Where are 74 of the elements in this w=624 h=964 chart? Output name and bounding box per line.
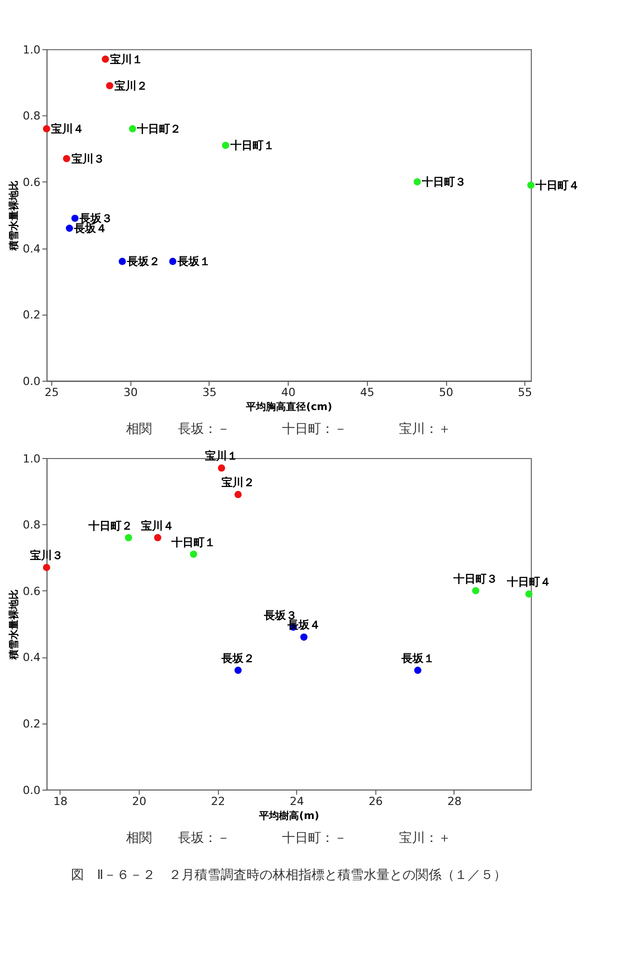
- point: [190, 550, 198, 558]
- point: [42, 125, 50, 132]
- y-axis-title: 積雪水量裸地比: [8, 589, 20, 660]
- x-tick-label: 20: [132, 794, 146, 808]
- point: [234, 490, 242, 498]
- y-tick-label: 0.4: [22, 242, 41, 256]
- y-tick-label: 0.8: [22, 110, 41, 123]
- annotation: 宝川２: [222, 476, 255, 490]
- point: [414, 178, 421, 186]
- x-tick-label: 30: [124, 386, 138, 400]
- annotation: 十日町２: [87, 519, 132, 532]
- y-tick-label: 0.2: [22, 718, 41, 731]
- y-tick-label: 0.4: [22, 651, 41, 664]
- annotation: 宝川４: [51, 122, 84, 136]
- y-tick-label: 1.0: [22, 452, 41, 466]
- x-tick-label: 26: [368, 794, 383, 808]
- x-tick-label: 55: [518, 386, 532, 400]
- point: [128, 125, 136, 132]
- point: [300, 634, 308, 641]
- x-tick-label: 45: [360, 386, 374, 400]
- y-tick-label: 0.8: [22, 518, 41, 532]
- y-tick-label: 0.6: [22, 176, 41, 190]
- annotation: 長坂１: [176, 255, 210, 268]
- point: [525, 590, 532, 598]
- x-tick-label: 18: [53, 794, 68, 808]
- point: [118, 258, 126, 266]
- annotation: 十日町４: [534, 178, 580, 192]
- point: [414, 666, 422, 674]
- x-tick-label: 22: [210, 794, 226, 808]
- y-axis-title: 積雪水量裸地比: [8, 180, 20, 252]
- x-tick-label: 24: [290, 794, 304, 808]
- annotation: 長坂２: [126, 255, 160, 268]
- text: 相関 長坂：－ 十日町：－ 宝川：＋: [126, 420, 452, 437]
- x-tick-label: 25: [44, 386, 59, 400]
- y-tick-label: 1.0: [22, 43, 41, 56]
- x-tick-label: 40: [281, 386, 296, 400]
- point: [71, 214, 79, 222]
- x-axis-title: 平均胸高直径(cm): [245, 401, 332, 414]
- y-tick-label: 0.2: [22, 308, 41, 322]
- y-tick-label: 0.0: [22, 784, 41, 797]
- point: [234, 666, 242, 674]
- point: [169, 258, 176, 266]
- annotation: 十日町３: [452, 572, 498, 586]
- point: [106, 82, 114, 90]
- annotation: 十日町１: [170, 536, 216, 549]
- point: [66, 224, 74, 232]
- annotation: 宝川４: [141, 519, 174, 532]
- annotation: 十日町１: [229, 139, 274, 152]
- x-tick-label: 28: [447, 794, 462, 808]
- point: [222, 142, 230, 149]
- point: [102, 56, 110, 63]
- annotation: 長坂４: [73, 222, 108, 235]
- point: [218, 464, 226, 472]
- annotation: 宝川３: [71, 152, 104, 166]
- y-tick-label: 0.6: [22, 584, 41, 598]
- y-tick-label: 0.0: [22, 374, 41, 388]
- x-axis-title: 平均樹高(m): [258, 810, 320, 822]
- point: [472, 587, 480, 594]
- x-tick-label: 50: [439, 386, 454, 400]
- annotation: 宝川１: [110, 52, 144, 66]
- annotation: 長坂４: [286, 618, 320, 632]
- point: [62, 155, 70, 162]
- point: [154, 534, 162, 542]
- point: [124, 534, 132, 542]
- annotation: 長坂１: [400, 652, 434, 665]
- annotation: 長坂２: [220, 652, 255, 665]
- text: 図 Ⅱ－６－２ ２月積雪調査時の林相指標と積雪水量との関係（１／５）: [71, 868, 506, 884]
- annotation: 十日町３: [420, 176, 466, 189]
- point: [42, 564, 50, 572]
- point: [527, 182, 534, 189]
- annotation: 宝川２: [114, 79, 148, 92]
- x-tick-label: 35: [202, 386, 217, 400]
- annotation: 十日町２: [136, 122, 182, 136]
- text: 相関 長坂：－ 十日町：－ 宝川：＋: [126, 830, 452, 846]
